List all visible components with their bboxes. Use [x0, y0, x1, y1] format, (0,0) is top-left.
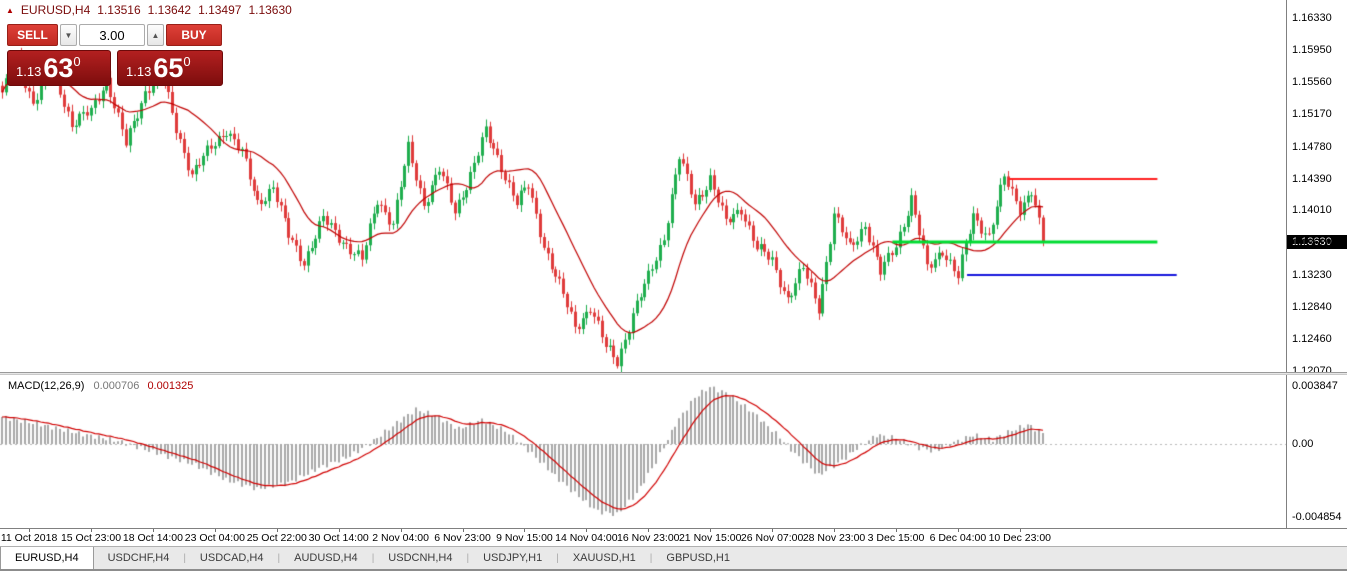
chart-symbol-label: EURUSD,H4	[20, 3, 91, 17]
time-axis-tick	[648, 529, 650, 532]
symbol-tab-usdchf-h4[interactable]: USDCHF,H4	[107, 552, 170, 564]
ohlc-low: 1.13497	[198, 3, 242, 17]
time-axis-tick	[29, 529, 31, 532]
time-axis-tick	[152, 529, 154, 532]
volume-increase-icon[interactable]: ▲	[147, 24, 164, 46]
time-axis-label: 16 Nov 23:00	[617, 532, 680, 544]
ohlc-close: 1.13630	[248, 3, 292, 17]
time-axis-label: 6 Dec 04:00	[929, 532, 987, 544]
time-axis-label: 18 Oct 14:00	[122, 532, 183, 544]
macd-panel[interactable]: MACD(12,26,9) 0.000706 0.001325	[0, 375, 1286, 528]
macd-title: MACD(12,26,9) 0.000706 0.001325	[8, 380, 193, 392]
time-axis-tick	[276, 529, 278, 532]
time-axis-label: 21 Nov 15:00	[678, 532, 742, 544]
price-axis[interactable]: 1.13630 1.16330 1.15950 1.15560 1.15170 1.14…	[1286, 0, 1347, 377]
time-axis-label: 10 Dec 23:00	[988, 532, 1052, 544]
time-axis-tick	[462, 529, 464, 532]
time-axis-tick	[895, 529, 897, 532]
sell-price-pipette: 0	[73, 54, 81, 69]
time-axis-tick	[400, 529, 402, 532]
time-axis-tick	[772, 529, 774, 532]
window-bottom-edge	[0, 569, 1347, 571]
time-axis-tick	[834, 529, 836, 532]
time-axis[interactable]: 11 Oct 2018 15 Oct 23:00 18 Oct 14:00 23 Oc…	[0, 528, 1347, 547]
ohlc-high: 1.13642	[147, 3, 192, 17]
macd-signal-value: 0.001325	[147, 380, 194, 392]
symbol-tab-usdjpy-h1[interactable]: USDJPY,H1	[483, 552, 543, 564]
macd-main-value: 0.000706	[93, 380, 140, 392]
price-axis-label: 1.14780	[1292, 140, 1332, 153]
time-axis-tick	[338, 529, 340, 532]
symbol-tab-eurusd-h4[interactable]: EURUSD,H4	[0, 547, 94, 569]
chart-header: ▲ EURUSD,H4 1.13516 1.13642 1.13497 1.13…	[6, 3, 292, 17]
tab-separator: |	[466, 552, 470, 564]
macd-axis-label: 0.003847	[1292, 380, 1338, 393]
price-axis-label: 1.13230	[1292, 269, 1332, 282]
price-axis-label: 1.13620	[1292, 236, 1332, 249]
volume-decrease-icon[interactable]: ▼	[60, 24, 77, 46]
symbol-marker-icon: ▲	[6, 5, 14, 15]
buy-price-prefix: 1.13	[126, 64, 152, 79]
price-axis-label: 1.14390	[1292, 172, 1332, 185]
tab-separator: |	[371, 552, 375, 564]
macd-chart-canvas[interactable]	[0, 375, 1286, 528]
tab-separator: |	[277, 552, 281, 564]
symbol-tab-usdcad-h4[interactable]: USDCAD,H4	[199, 552, 264, 564]
time-axis-tick	[710, 529, 712, 532]
tab-separator: |	[556, 552, 559, 564]
time-axis-tick	[91, 529, 92, 532]
time-axis-label: 11 Oct 2018	[0, 532, 58, 544]
time-axis-label: 23 Oct 04:00	[184, 532, 245, 544]
sell-price-digits: 63	[43, 53, 74, 83]
buy-price-pipette: 0	[183, 54, 191, 69]
macd-axis-label: -0.004854	[1292, 510, 1342, 523]
time-axis-label: 25 Oct 22:00	[246, 532, 307, 544]
time-axis-tick	[524, 529, 526, 532]
symbol-tab-xauusd-h1[interactable]: XAUUSD,H1	[572, 552, 636, 564]
tab-separator: |	[183, 552, 186, 564]
time-axis-label: 6 Nov 23:00	[434, 532, 491, 544]
time-axis-label: 28 Nov 23:00	[802, 532, 866, 544]
time-axis-label: 26 Nov 07:00	[740, 532, 804, 544]
time-axis-label: 14 Nov 04:00	[555, 532, 618, 544]
macd-indicator-name: MACD(12,26,9)	[8, 380, 85, 392]
macd-axis[interactable]: 0.003847 0.00 -0.004854	[1286, 375, 1347, 528]
main-chart-area[interactable]: ▲ EURUSD,H4 1.13516 1.13642 1.13497 1.13…	[0, 0, 1286, 372]
sell-button[interactable]: SELL	[7, 24, 58, 46]
symbol-tab-usdcnh-h4[interactable]: USDCNH,H4	[388, 552, 453, 564]
time-axis-tick	[957, 529, 959, 532]
symbol-tab-audusd-h4[interactable]: AUDUSD,H4	[294, 552, 358, 564]
sell-price-display: 1.13 63 0	[7, 50, 111, 86]
time-axis-label: 15 Oct 23:00	[60, 532, 122, 544]
symbol-tab-bar: EURUSD,H4 USDCHF,H4 | USDCAD,H4 | AUDUSD,H4 | U…	[0, 546, 1347, 569]
current-price-badge: 1.13630	[1287, 234, 1347, 249]
time-axis-label: 2 Nov 04:00	[372, 532, 429, 544]
time-axis-label: 3 Dec 15:00	[867, 532, 925, 544]
panel-divider[interactable]	[0, 372, 1347, 375]
buy-price-digits: 65	[153, 53, 184, 83]
macd-axis-label: 0.00	[1292, 438, 1314, 450]
time-axis-label: 9 Nov 15:00	[496, 532, 553, 544]
volume-input[interactable]	[79, 24, 145, 46]
time-axis-tick	[1019, 529, 1021, 532]
ohlc-open: 1.13516	[97, 3, 141, 17]
time-axis-tick	[214, 529, 216, 532]
buy-price-display: 1.13 65 0	[117, 50, 223, 86]
time-axis-label: 30 Oct 14:00	[308, 532, 369, 544]
symbol-tab-gbpusd-h1[interactable]: GBPUSD,H1	[666, 552, 730, 564]
price-axis-label: 1.14010	[1292, 204, 1332, 217]
price-axis-label: 1.12460	[1292, 332, 1332, 345]
price-axis-label: 1.15950	[1292, 43, 1332, 56]
tab-separator: |	[649, 552, 653, 564]
price-axis-label: 1.12840	[1292, 301, 1332, 314]
buy-button[interactable]: BUY	[166, 24, 222, 46]
price-axis-label: 1.16330	[1292, 12, 1332, 25]
time-axis-tick	[586, 529, 588, 532]
price-axis-label: 1.15170	[1292, 108, 1332, 121]
price-axis-label: 1.15560	[1292, 76, 1332, 89]
sell-price-prefix: 1.13	[16, 64, 42, 79]
